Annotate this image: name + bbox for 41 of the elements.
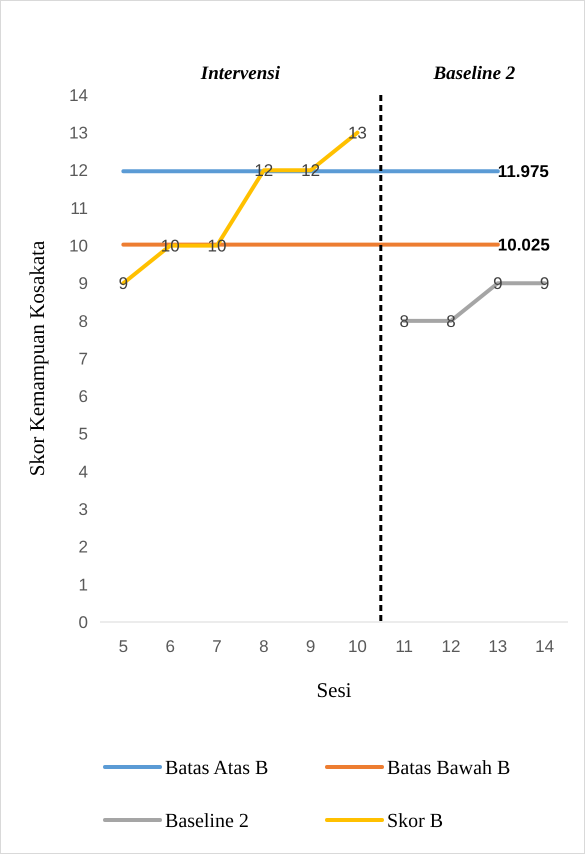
- x-tick-label: 10: [348, 637, 367, 656]
- text: Intervensi: [200, 63, 281, 84]
- y-tick-label: 7: [78, 349, 88, 368]
- x-tick-label: 9: [306, 637, 316, 656]
- y-axis-title: Skor Kemampuan Kosakata: [25, 240, 49, 476]
- x-tick-label: 6: [165, 637, 175, 656]
- y-tick-label: 13: [69, 124, 88, 143]
- x-tick-label: 12: [442, 637, 460, 656]
- x-tick-label: 11: [395, 637, 414, 656]
- x-tick-label: 14: [535, 637, 554, 656]
- data-label: 11.975: [498, 162, 549, 182]
- y-tick-label: 12: [69, 161, 88, 180]
- y-tick-label: 3: [78, 500, 88, 520]
- x-tick-label: 5: [118, 637, 128, 656]
- y-tick-label: 4: [78, 462, 88, 482]
- data-label: 9: [493, 274, 503, 294]
- x-tick-label: 13: [488, 637, 508, 656]
- legend-label: Batas Atas B: [165, 757, 268, 779]
- y-tick-label: 1: [78, 575, 88, 594]
- data-label: 9: [540, 274, 550, 294]
- y-tick-label: 2: [78, 538, 88, 557]
- data-label: 8: [446, 312, 456, 331]
- x-tick-label: 7: [212, 637, 222, 656]
- y-tick-label: 8: [78, 312, 88, 331]
- y-tick-label: 5: [78, 424, 88, 444]
- y-tick-label: 14: [69, 86, 88, 105]
- y-tick-label: 11: [70, 198, 88, 218]
- y-tick-label: 6: [78, 387, 88, 406]
- y-tick-label: 10: [69, 236, 88, 256]
- y-tick-label: 9: [78, 274, 88, 294]
- legend-label: Baseline 2: [165, 810, 249, 832]
- text: Baseline 2: [432, 63, 516, 84]
- data-label: 12: [254, 161, 274, 180]
- y-tick-label: 0: [78, 612, 88, 632]
- legend-label: Batas Bawah B: [387, 757, 510, 779]
- x-tick-label: 8: [259, 637, 269, 656]
- data-label: 12: [301, 161, 320, 180]
- x-axis-title: Sesi: [316, 678, 352, 702]
- legend-label: Skor B: [387, 810, 444, 832]
- data-label: 8: [399, 312, 409, 331]
- data-label: 10.025: [498, 236, 550, 255]
